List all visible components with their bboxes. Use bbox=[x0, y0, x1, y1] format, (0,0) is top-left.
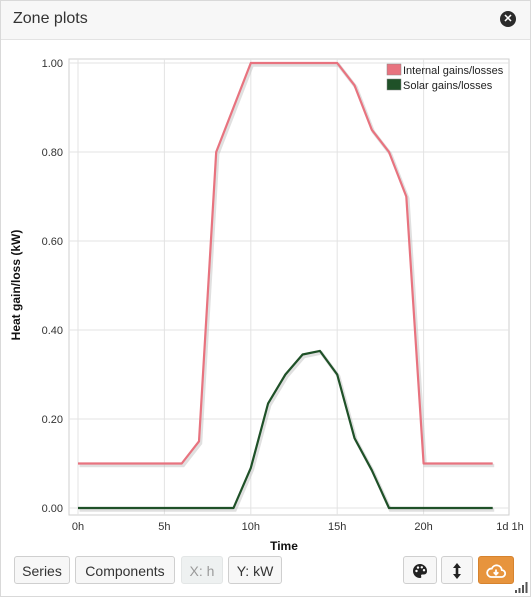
resize-grip-icon[interactable] bbox=[514, 580, 528, 594]
chart-axes: 0.00 0.20 0.40 0.60 0.80 1.00 0h 5h 10h 15h 20h 1d … bbox=[42, 58, 524, 533]
plot-area bbox=[68, 58, 510, 516]
legend-label: Internal gains/losses bbox=[403, 65, 504, 77]
y-tick-label: 0.20 bbox=[42, 414, 63, 426]
window-title: Zone plots bbox=[13, 10, 88, 27]
x-unit-button[interactable]: X: h bbox=[181, 556, 223, 584]
chart-grid bbox=[68, 58, 510, 516]
x-tick-label: 1d 1h bbox=[496, 521, 524, 533]
x-tick-label: 15h bbox=[328, 521, 346, 533]
y-tick-label: 0.80 bbox=[42, 147, 63, 159]
y-tick-label: 0.00 bbox=[42, 503, 63, 515]
x-tick-label: 20h bbox=[414, 521, 432, 533]
palette-button[interactable] bbox=[403, 556, 437, 584]
vertical-arrows-icon bbox=[453, 563, 461, 579]
cloud-download-icon bbox=[486, 564, 507, 578]
x-tick-label: 10h bbox=[242, 521, 260, 533]
legend-label: Solar gains/losses bbox=[403, 80, 493, 92]
series-button[interactable]: Series bbox=[14, 556, 70, 584]
plot-toolbar: Series Components X: h Y: kW bbox=[1, 553, 530, 589]
series-line-shadow bbox=[79, 350, 495, 512]
y-tick-label: 0.40 bbox=[42, 325, 63, 337]
x-axis-label: Time bbox=[270, 539, 298, 553]
chart-legend: Internal gains/losses Solar gains/losses bbox=[386, 63, 504, 92]
title-bar: Zone plots ✕ bbox=[1, 1, 530, 40]
components-button[interactable]: Components bbox=[75, 556, 175, 584]
y-unit-button[interactable]: Y: kW bbox=[228, 556, 282, 584]
chart-series bbox=[77, 61, 495, 512]
x-tick-label: 0h bbox=[72, 521, 84, 533]
legend-swatch bbox=[386, 63, 402, 76]
y-axis-label: Heat gain/loss (kW) bbox=[9, 230, 23, 341]
legend-swatch bbox=[386, 78, 402, 91]
y-tick-label: 1.00 bbox=[42, 58, 63, 70]
close-icon[interactable]: ✕ bbox=[500, 11, 516, 27]
vertical-resize-button[interactable] bbox=[441, 556, 473, 584]
y-tick-label: 0.60 bbox=[42, 236, 63, 248]
x-tick-label: 5h bbox=[158, 521, 170, 533]
line-chart: 0.00 0.20 0.40 0.60 0.80 1.00 0h 5h 10h 15h 20h 1d … bbox=[9, 58, 524, 553]
palette-icon bbox=[413, 564, 428, 578]
download-button[interactable] bbox=[478, 556, 514, 584]
series-line-shadow bbox=[79, 63, 495, 468]
